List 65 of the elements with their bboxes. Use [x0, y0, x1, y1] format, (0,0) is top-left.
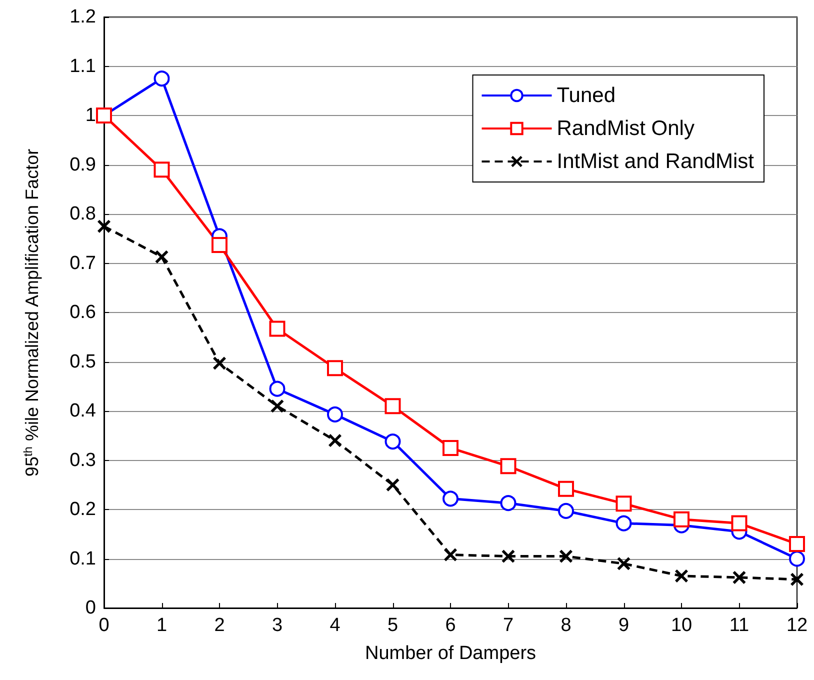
- y-tick-label: 1.2: [70, 6, 96, 28]
- point: [675, 569, 688, 582]
- x-tick-label: 4: [330, 615, 341, 636]
- y-tick-label: 0.3: [70, 450, 96, 471]
- point: [154, 162, 170, 178]
- point: [616, 515, 632, 532]
- x-tick-label: 8: [560, 615, 572, 636]
- x-tick-label: 0: [98, 615, 110, 636]
- point: [444, 548, 457, 562]
- point: [384, 434, 401, 450]
- point: [558, 502, 574, 519]
- point: [269, 320, 286, 337]
- x-tick-label: 5: [387, 615, 398, 636]
- y-tick-label: 0.7: [70, 252, 96, 274]
- x-tick-label: 12: [786, 615, 808, 636]
- x-tick-label: 11: [729, 615, 750, 636]
- point: [617, 557, 630, 570]
- point: [327, 406, 343, 422]
- point: [558, 480, 574, 497]
- point: [442, 440, 458, 456]
- y-axis-title: 95th %ile Normalized Amplification Factor: [21, 148, 42, 477]
- point: [270, 400, 284, 413]
- y-tick-label: 1.1: [70, 56, 96, 77]
- point: [98, 220, 110, 233]
- legend-label: IntMist and RandMist: [556, 150, 754, 173]
- y-tick-label: 0.8: [70, 204, 96, 224]
- y-tick-label: 0: [85, 598, 96, 618]
- x-tick-label: 7: [502, 615, 514, 636]
- point: [500, 458, 516, 474]
- point: [731, 515, 748, 532]
- point: [386, 478, 400, 492]
- x-tick-label: 2: [214, 615, 225, 636]
- point: [560, 550, 572, 563]
- y-tick-label: 0.5: [70, 351, 96, 372]
- point: [155, 250, 168, 264]
- point: [616, 496, 632, 512]
- point: [789, 550, 805, 567]
- x-tick-label: 9: [618, 615, 630, 636]
- point: [674, 511, 690, 528]
- x-tick-label: 6: [445, 615, 456, 636]
- point: [502, 550, 515, 563]
- y-tick-label: 0.4: [70, 400, 96, 422]
- x-tick-label: 1: [156, 615, 168, 636]
- point: [790, 572, 804, 586]
- point: [154, 70, 170, 87]
- x-tick-label: 10: [670, 615, 692, 636]
- legend-label: Tuned: [556, 84, 616, 107]
- point: [732, 570, 746, 584]
- legend-label: RandMist Only: [556, 117, 695, 140]
- y-tick-label: 0.9: [70, 154, 96, 176]
- point: [269, 380, 286, 397]
- point: [789, 536, 805, 552]
- point: [500, 495, 516, 512]
- point: [213, 356, 226, 370]
- point: [328, 434, 342, 448]
- x-tick-label: 3: [272, 615, 283, 636]
- y-tick-label: 0.2: [70, 499, 96, 520]
- y-tick-label: 1: [85, 105, 96, 126]
- y-tick-label: 0.1: [70, 548, 96, 570]
- point: [327, 360, 343, 376]
- x-axis-title: Number of Dampers: [364, 643, 536, 664]
- point: [442, 490, 458, 507]
- y-tick-label: 0.6: [70, 302, 96, 323]
- point: [212, 237, 228, 254]
- point: [384, 398, 401, 414]
